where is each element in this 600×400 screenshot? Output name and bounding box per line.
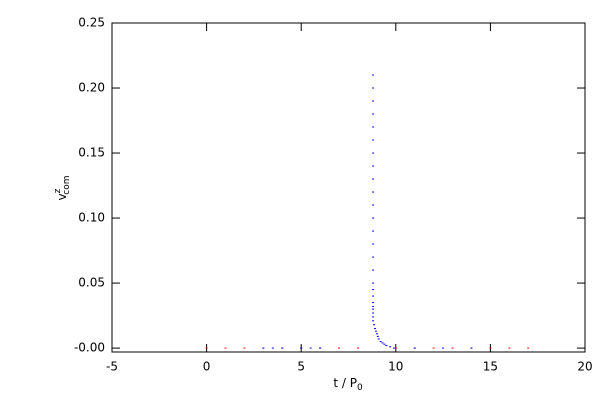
point [432,347,435,349]
point [205,347,208,349]
point [372,74,375,76]
x-tick-label: -5 [106,360,118,374]
point [372,289,375,291]
point [442,347,445,349]
point [309,347,312,349]
point [372,217,375,219]
point [470,347,473,349]
point [356,347,359,349]
point [372,230,375,232]
point [372,165,375,167]
y-label-text: v [55,193,69,200]
point [281,347,284,349]
point [372,139,375,141]
point [385,344,388,346]
x-tick-label: 15 [483,360,498,374]
y-label-sub: com [62,175,72,194]
point [372,100,375,102]
x-axis-label: t / P0 [333,376,363,393]
point [392,347,395,349]
point [372,126,375,128]
point [372,87,375,89]
point [372,302,375,304]
point [374,330,377,332]
point [372,269,375,271]
point [372,243,375,245]
point [372,152,375,154]
point [262,347,265,349]
x-tick-label: 5 [297,360,305,374]
point [373,328,376,330]
point [338,347,341,349]
point [319,347,322,349]
point [372,308,375,310]
plot-frame [111,22,586,353]
point [508,347,511,349]
point [372,191,375,193]
x-label-text: t / P [333,376,357,390]
point [527,347,530,349]
point [372,316,375,318]
point [377,338,380,340]
point [372,204,375,206]
point [394,347,397,349]
point [372,295,375,297]
point [389,346,392,348]
point [451,347,454,349]
x-tick-label: 0 [203,360,211,374]
point [372,282,375,284]
y-tick-label: 0.15 [78,146,105,160]
y-label-sup: z [53,188,63,193]
y-tick-label: 0.25 [78,16,105,30]
y-tick-label: 0.10 [78,211,105,225]
point [381,342,384,344]
point [372,178,375,180]
point [243,347,246,349]
point [376,335,379,337]
x-tick-label: 20 [577,360,592,374]
y-axis-label: vzcom [53,175,72,200]
point [372,256,375,258]
point [372,305,375,307]
point [372,320,375,322]
y-tick-label: -0.00 [74,341,105,355]
point [271,347,274,349]
x-label-sub: 0 [357,383,363,393]
point [383,343,386,345]
point [372,113,375,115]
point [224,347,227,349]
x-tick-label: 10 [388,360,403,374]
y-tick-label: 0.20 [78,81,105,95]
point [413,347,416,349]
point [300,347,303,349]
point [379,341,382,343]
y-tick-label: 0.05 [78,276,105,290]
point [373,324,376,326]
point [372,312,375,314]
point [375,333,378,335]
point [489,347,492,349]
